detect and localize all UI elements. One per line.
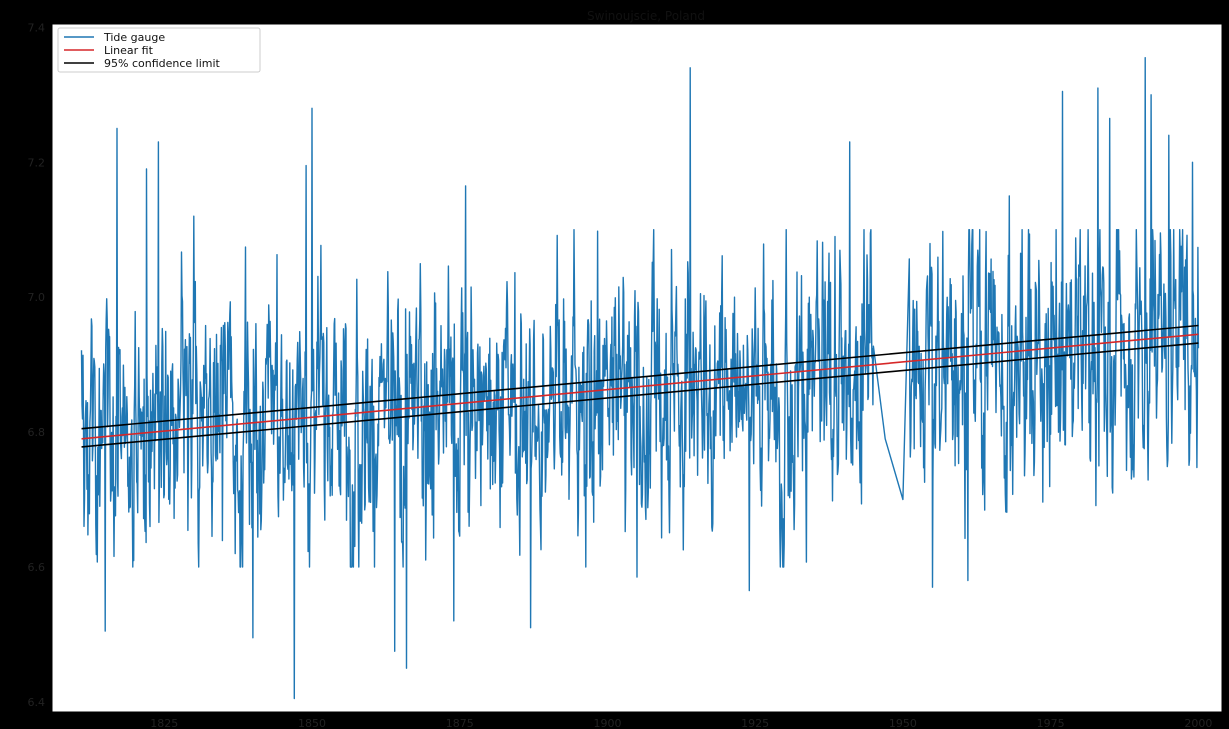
tide-gauge-line: [80, 57, 1200, 700]
y-tick-label: 7.0: [28, 291, 46, 304]
y-tick-label: 6.6: [28, 561, 46, 574]
y-tick-label: 7.4: [28, 21, 46, 34]
x-tick-label: 1950: [889, 717, 917, 729]
x-tick-label: 1850: [298, 717, 326, 729]
x-tick-label: 1825: [150, 717, 178, 729]
legend: Tide gauge Linear fit 95% confidence lim…: [57, 27, 261, 73]
legend-label-confidence-limit: 95% confidence limit: [104, 57, 221, 70]
series-layer: [80, 57, 1200, 700]
linear-fit-line: [81, 333, 1199, 440]
legend-label-linear-fit: Linear fit: [104, 44, 154, 57]
y-tick-label: 7.2: [28, 156, 46, 169]
axes-border: [51, 23, 1223, 713]
confidence-upper-line: [81, 324, 1199, 430]
y-tick-label: 6.4: [28, 696, 46, 709]
y-tick-label: 6.8: [28, 426, 46, 439]
chart-title: Swinoujscie, Poland: [587, 9, 705, 23]
x-tick-label: 1875: [446, 717, 474, 729]
legend-label-tide-gauge: Tide gauge: [103, 31, 165, 44]
x-tick-label: 1900: [593, 717, 621, 729]
ticks-layer: 1825 1850 1875 1900 1925 1950 1975 2000 6.4 6.6 6.…: [28, 21, 1213, 729]
x-tick-label: 1925: [741, 717, 769, 729]
confidence-lower-line: [81, 342, 1199, 448]
legend-box: [57, 27, 261, 73]
x-tick-label: 1975: [1037, 717, 1065, 729]
x-tick-label: 2000: [1184, 717, 1212, 729]
